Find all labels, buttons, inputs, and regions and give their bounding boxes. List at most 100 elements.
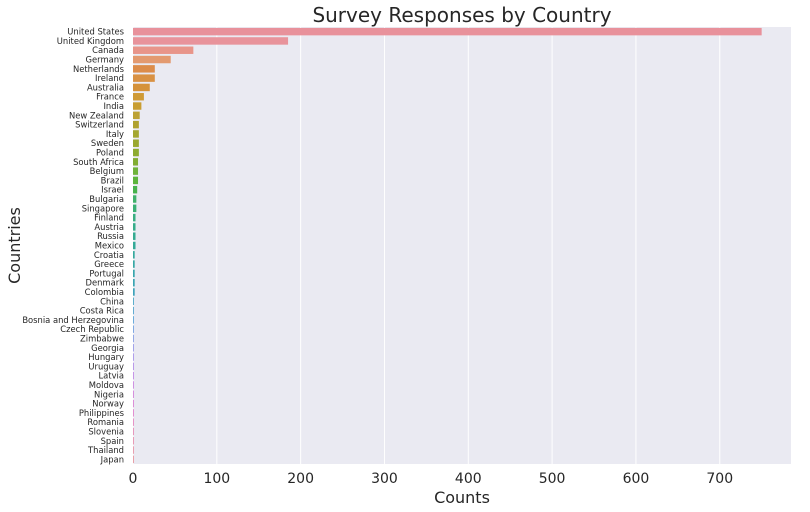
bar	[133, 455, 134, 464]
bar	[133, 158, 139, 166]
bar	[133, 148, 139, 157]
y-tick-label: New Zealand	[69, 110, 124, 120]
y-tick-label: Portugal	[89, 268, 124, 278]
y-tick-label: Uruguay	[88, 361, 124, 371]
chart-title: Survey Responses by Country	[312, 3, 611, 27]
bar	[133, 362, 134, 371]
bar	[133, 288, 135, 296]
y-tick-label: Denmark	[86, 278, 125, 288]
y-tick-label: Sweden	[91, 138, 124, 148]
bar	[133, 55, 171, 64]
bar	[133, 427, 134, 436]
bar	[133, 232, 136, 240]
y-tick-label: Hungary	[88, 352, 124, 362]
x-axis-title: Counts	[434, 488, 490, 507]
bar	[133, 446, 134, 454]
y-tick-label: Netherlands	[73, 64, 124, 74]
y-tick-label: France	[96, 92, 124, 102]
bar	[133, 195, 137, 203]
bar	[133, 344, 134, 352]
bar	[133, 204, 137, 213]
bar	[133, 46, 194, 54]
y-tick-label: Latvia	[99, 371, 125, 381]
x-tick-labels: 0 100 200 300 400 500 600 700	[129, 471, 734, 487]
bar	[133, 93, 144, 101]
bar	[133, 111, 140, 120]
bar	[133, 167, 139, 175]
y-tick-label: Georgia	[91, 343, 124, 353]
y-tick-label: China	[100, 296, 124, 306]
x-tick-label: 400	[455, 471, 482, 487]
y-tick-label: Ireland	[95, 73, 124, 83]
bar	[133, 139, 139, 147]
y-tick-label: Canada	[92, 45, 124, 55]
bar	[133, 334, 134, 343]
bar	[133, 74, 155, 82]
bar	[133, 437, 134, 445]
y-tick-label: Austria	[94, 222, 124, 232]
bar	[133, 83, 150, 92]
x-tick-label: 500	[539, 471, 566, 487]
plot-area	[133, 27, 791, 464]
bar	[133, 120, 139, 129]
bar	[133, 353, 134, 361]
bar	[133, 65, 155, 73]
y-tick-label: Greece	[94, 259, 124, 269]
bar	[133, 269, 135, 278]
y-tick-label: Moldova	[89, 380, 124, 390]
y-tick-label: Croatia	[94, 250, 124, 260]
bar	[133, 278, 135, 287]
bar	[133, 325, 134, 333]
bar	[133, 241, 136, 250]
y-tick-label: Bosnia and Herzegovina	[22, 315, 124, 325]
bar	[133, 130, 139, 138]
y-tick-label: United Kingdom	[57, 36, 124, 46]
y-tick-label: Japan	[100, 454, 124, 464]
bar	[133, 223, 136, 231]
bar	[133, 251, 135, 259]
y-tick-label: Norway	[92, 399, 124, 409]
y-tick-label: United States	[67, 27, 124, 37]
y-tick-label: Czech Republic	[60, 324, 124, 334]
y-tick-label: Philippines	[79, 408, 124, 418]
y-tick-label: Thailand	[87, 445, 124, 455]
y-tick-label: Nigeria	[94, 389, 124, 399]
bar	[133, 297, 134, 306]
y-tick-label: Australia	[87, 82, 124, 92]
y-tick-label: Finland	[94, 213, 124, 223]
x-tick-label: 0	[129, 471, 138, 487]
bar	[133, 185, 138, 194]
y-tick-label: Zimbabwe	[80, 333, 124, 343]
bar	[133, 102, 142, 110]
y-axis-title: Countries	[5, 207, 24, 284]
bar	[133, 390, 134, 398]
bar	[133, 27, 762, 36]
x-tick-label: 600	[623, 471, 650, 487]
y-tick-label: Mexico	[95, 241, 124, 251]
bar	[133, 213, 136, 222]
y-tick-label: Spain	[101, 436, 124, 446]
y-tick-label: Slovenia	[88, 426, 124, 436]
y-tick-label: Colombia	[85, 287, 124, 297]
bar	[133, 409, 134, 417]
y-tick-label: South Africa	[73, 157, 124, 167]
y-tick-label: Poland	[96, 148, 124, 158]
y-tick-label: Romania	[87, 417, 124, 427]
bar	[133, 306, 134, 315]
y-tick-label: Switzerland	[75, 120, 124, 130]
y-tick-label: Costa Rica	[80, 306, 124, 316]
bar	[133, 316, 134, 324]
y-tick-label: Russia	[97, 231, 124, 241]
y-tick-label: Italy	[106, 129, 124, 139]
y-tick-label: India	[103, 101, 124, 111]
x-tick-label: 700	[706, 471, 733, 487]
bar	[133, 37, 289, 45]
y-tick-label: Bulgaria	[89, 194, 124, 204]
bar	[133, 260, 135, 268]
x-tick-label: 100	[203, 471, 230, 487]
y-tick-label: Germany	[86, 55, 125, 65]
bars	[133, 27, 762, 464]
x-tick-label: 300	[371, 471, 398, 487]
x-tick-label: 200	[287, 471, 314, 487]
